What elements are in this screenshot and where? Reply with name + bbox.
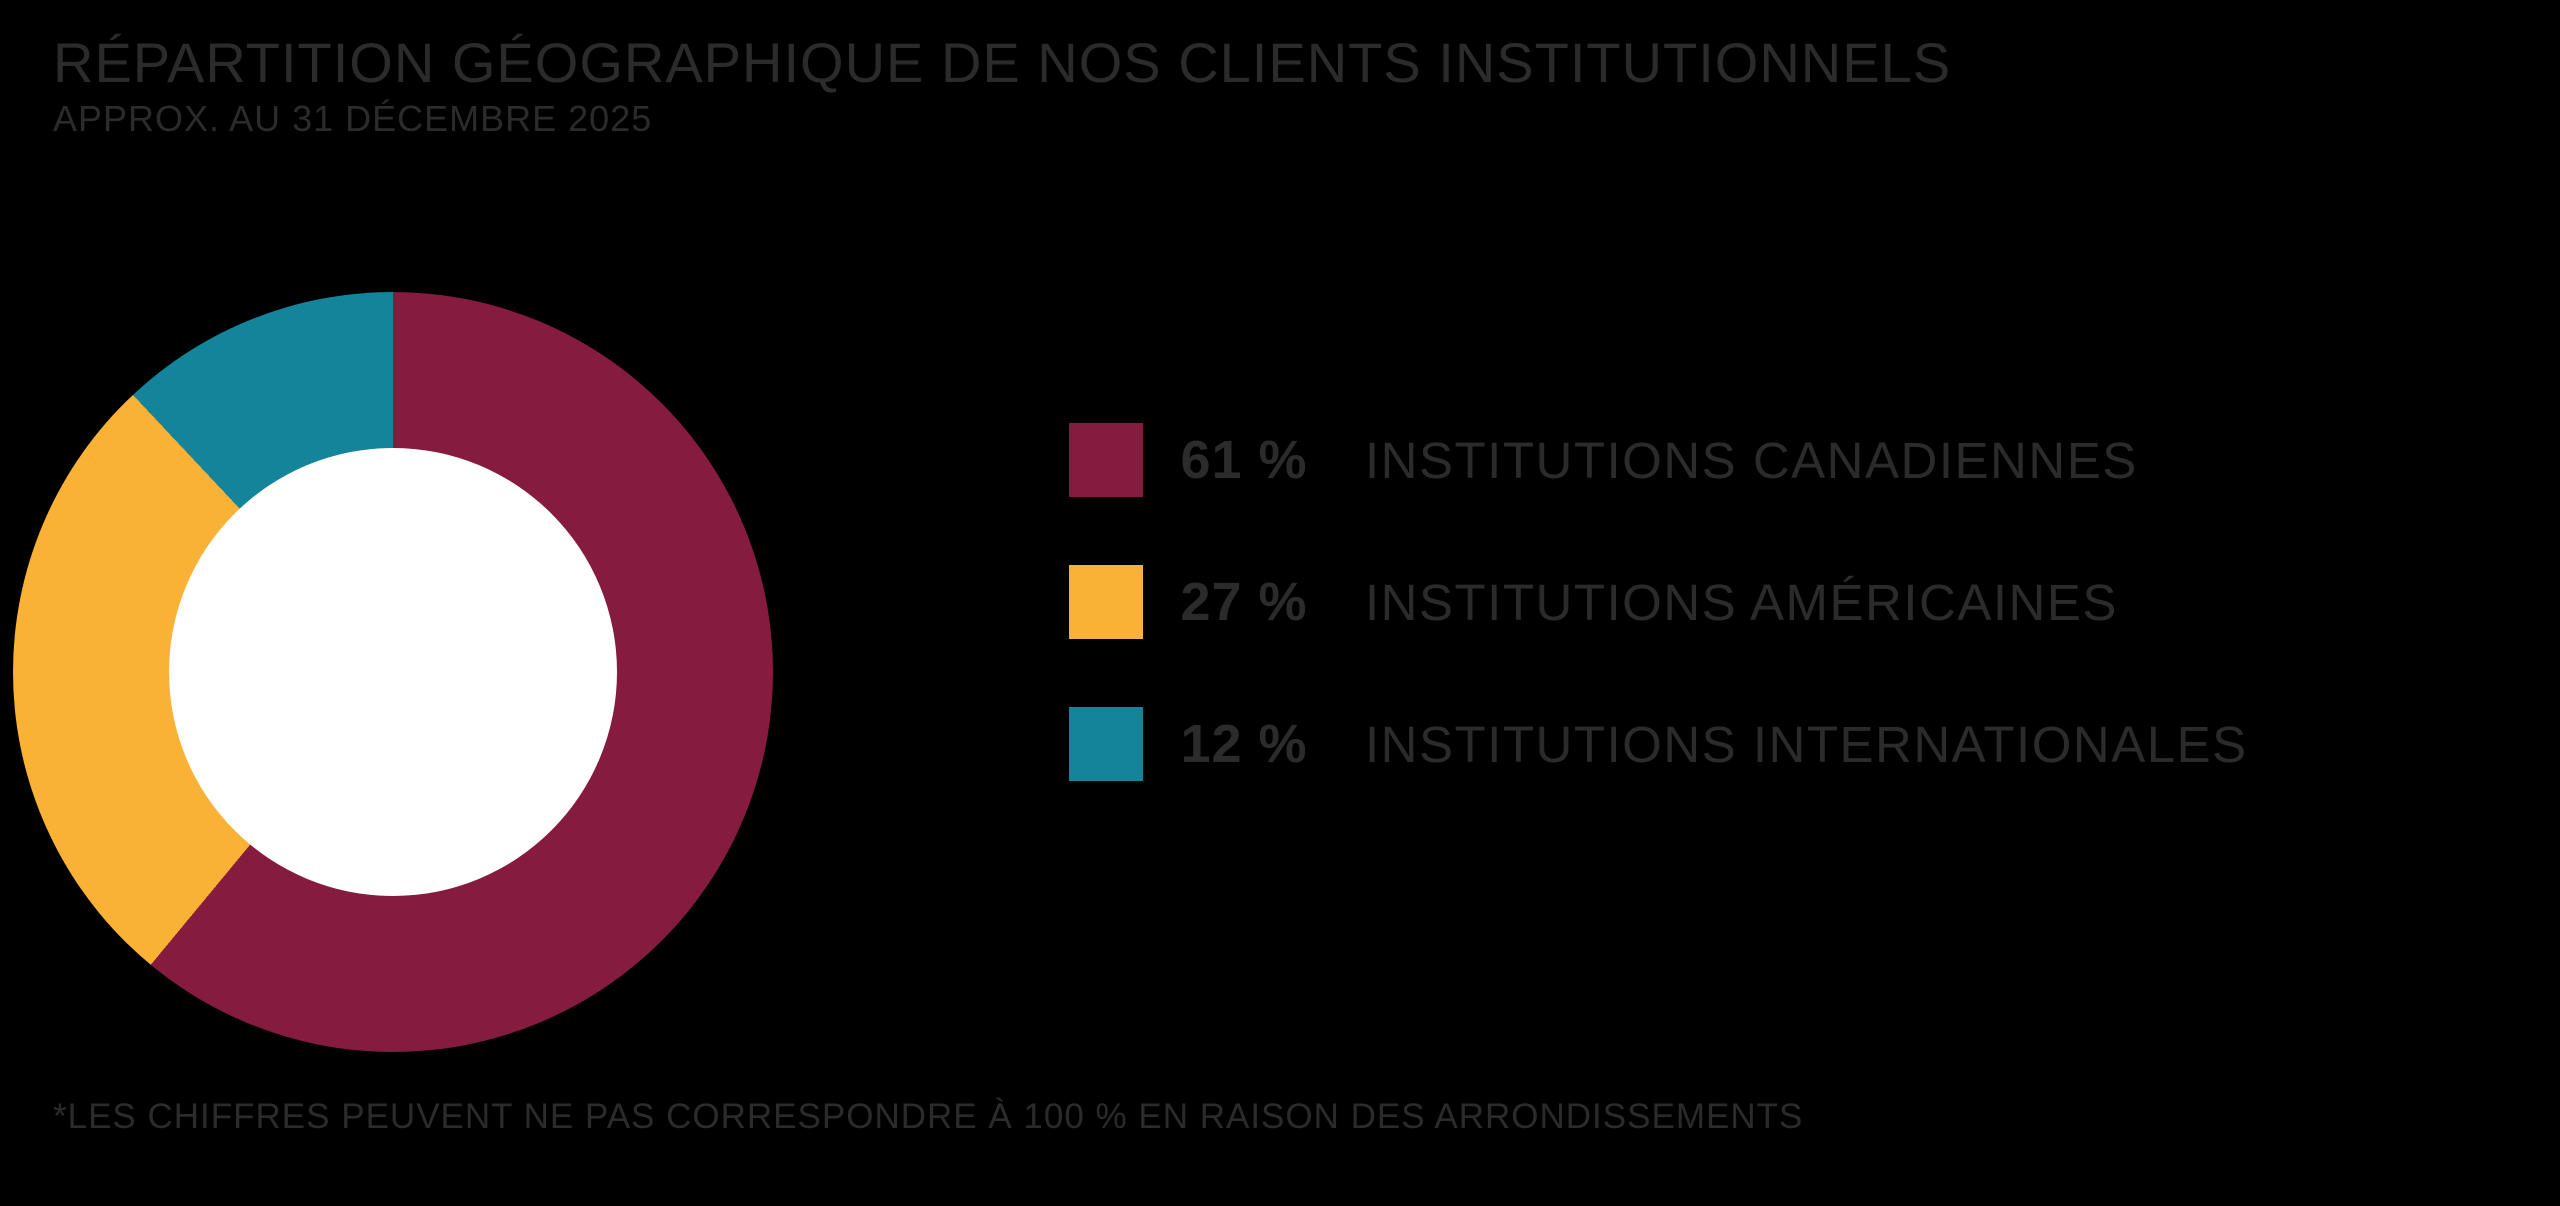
chart-legend: 61 % INSTITUTIONS CANADIENNES 27 % INSTI… <box>1069 423 2248 781</box>
legend-label: INSTITUTIONS CANADIENNES <box>1365 431 2138 489</box>
legend-swatch <box>1069 423 1143 497</box>
legend-item: 12 % INSTITUTIONS INTERNATIONALES <box>1069 707 2248 781</box>
legend-value: 12 % <box>1180 714 1308 774</box>
legend-label: INSTITUTIONS INTERNATIONALES <box>1365 715 2248 773</box>
legend-item: 61 % INSTITUTIONS CANADIENNES <box>1069 423 2248 497</box>
chart-subtitle: APPROX. AU 31 DÉCEMBRE 2025 <box>53 98 653 139</box>
legend-value: 61 % <box>1180 430 1308 490</box>
legend-swatch <box>1069 707 1143 781</box>
legend-value: 27 % <box>1180 572 1308 632</box>
legend-item: 27 % INSTITUTIONS AMÉRICAINES <box>1069 565 2248 639</box>
donut-hole <box>169 448 617 896</box>
legend-label: INSTITUTIONS AMÉRICAINES <box>1365 573 2118 631</box>
footnote: *LES CHIFFRES PEUVENT NE PAS CORRESPONDR… <box>53 1097 1804 1136</box>
legend-swatch <box>1069 565 1143 639</box>
chart-title: RÉPARTITION GÉOGRAPHIQUE DE NOS CLIENTS … <box>53 31 1952 94</box>
donut-chart <box>13 292 773 1052</box>
